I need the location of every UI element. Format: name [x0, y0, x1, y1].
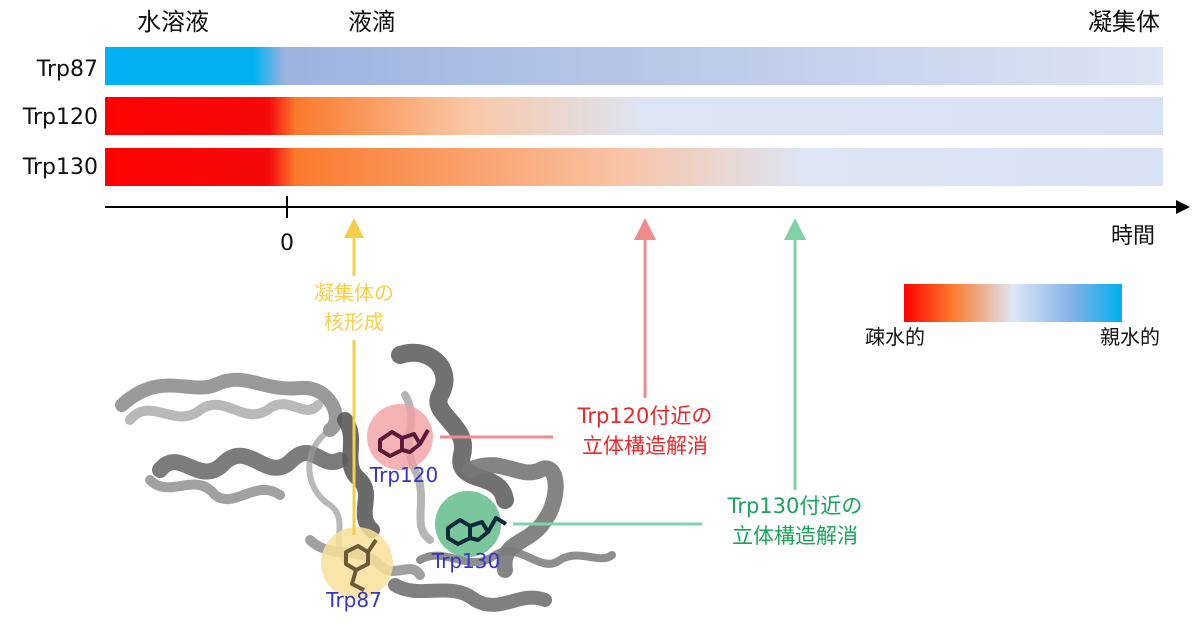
trp87-residue-sticks	[344, 538, 378, 592]
nucleation-label-line2: 核形成	[324, 310, 384, 334]
hydrophobicity-legend-bar	[904, 284, 1122, 322]
trp120-unfolding-arrow	[634, 218, 656, 398]
trp130-event-label-line2: 立体構造解消	[732, 524, 858, 548]
trp120-hydrophobicity-bar	[105, 97, 1163, 135]
row-label-trp120: Trp120	[22, 105, 98, 130]
residue-label-trp87: Trp87	[325, 588, 382, 612]
residue-label-trp120: Trp120	[369, 463, 438, 487]
trp120-event-label-line2: 立体構造解消	[582, 434, 708, 458]
trp120-event-label-line1: Trp120付近の	[577, 404, 713, 428]
nucleation-arrow	[344, 218, 364, 535]
row-label-trp130: Trp130	[22, 155, 98, 180]
residue-label-trp130: Trp130	[431, 549, 500, 573]
trp130-residue-sticks	[446, 516, 508, 546]
trp130-unfolding-arrow	[784, 218, 806, 490]
row-label-trp87: Trp87	[36, 57, 98, 82]
time-axis-label: 時間	[1111, 224, 1155, 249]
trp130-event-label-line1: Trp130付近の	[727, 494, 863, 518]
legend-label-hydrophilic: 親水的	[1100, 325, 1160, 349]
phase-label-droplet: 液滴	[348, 8, 396, 36]
nucleation-label-line1: 凝集体の	[314, 281, 394, 305]
trp130-hydrophobicity-bar	[105, 148, 1163, 186]
time-axis-arrowhead	[1176, 200, 1190, 214]
phase-label-aqueous: 水溶液	[137, 8, 209, 36]
trp87-hydrophobicity-bar	[105, 47, 1163, 85]
trp120-residue-sticks	[378, 429, 430, 458]
phase-label-aggregate: 凝集体	[1088, 8, 1160, 36]
time-zero-label: 0	[280, 231, 294, 256]
legend-label-hydrophobic: 疎水的	[865, 325, 925, 349]
